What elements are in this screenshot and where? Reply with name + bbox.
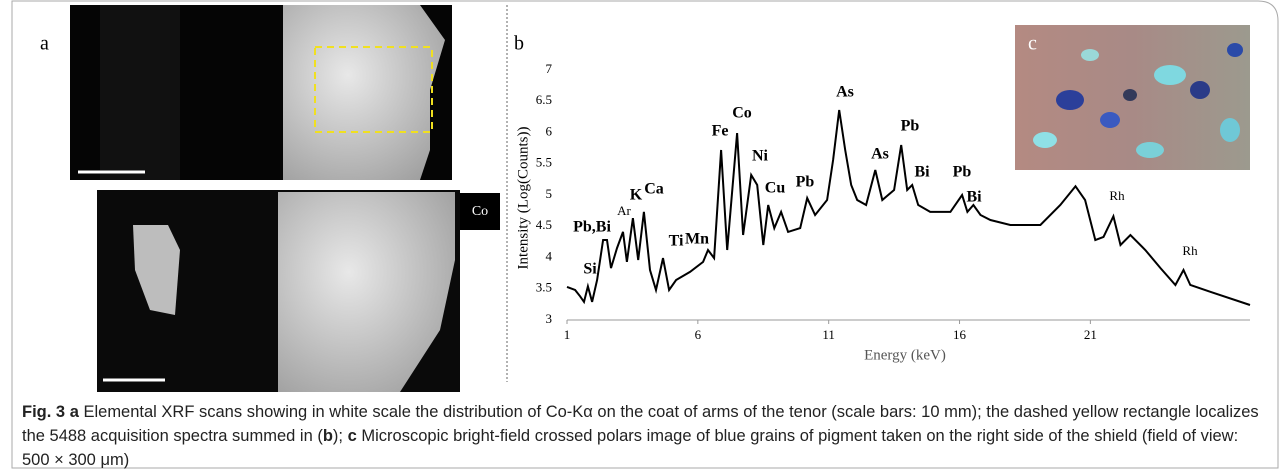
peak-label: Pb [796, 174, 815, 191]
caption-part: Fig. 3 [22, 403, 65, 421]
peak-label: K [630, 187, 643, 204]
peak-label: Pb [953, 164, 972, 181]
peak-label: As [836, 84, 854, 101]
x-axis-label: Energy (keV) [864, 347, 946, 363]
y-tick-label: 5 [546, 186, 553, 201]
x-tick-label: 6 [695, 327, 702, 342]
peak-label: Ca [644, 181, 664, 198]
y-tick-label: 4 [546, 248, 553, 263]
x-tick-label: 21 [1084, 327, 1097, 342]
y-tick-label: 4.5 [536, 217, 552, 232]
y-tick-label: 3.5 [536, 280, 552, 295]
y-tick-label: 6 [546, 123, 553, 138]
figure: Co a b c 33.544.555.566.5716111621Energy… [0, 0, 1284, 470]
panel-label: c [1028, 33, 1037, 55]
y-tick-label: 7 [546, 61, 553, 76]
peak-label: Pb [901, 118, 920, 135]
element-label: Co [472, 204, 488, 219]
peak-label: Pb,Bi [573, 219, 611, 236]
peak-label: Si [583, 261, 597, 278]
peak-label: As [871, 146, 889, 163]
caption-part: a [70, 403, 79, 421]
y-tick-label: 6.5 [536, 92, 552, 107]
y-tick-label: 3 [546, 311, 553, 326]
caption: Fig. 3 a Elemental XRF scans showing in … [22, 400, 1267, 472]
peak-label: Bi [966, 189, 982, 206]
peak-label: Bi [914, 164, 930, 181]
panel-label: a [40, 33, 49, 55]
peak-label: Fe [712, 123, 729, 140]
peak-label: Cu [765, 180, 786, 197]
x-tick-label: 11 [822, 327, 835, 342]
panel-label: b [514, 33, 524, 55]
peak-label: Rh [1109, 188, 1125, 203]
caption-part: ); [333, 427, 343, 445]
x-tick-label: 16 [953, 327, 967, 342]
caption-part: b [323, 427, 333, 445]
shield-region [283, 5, 445, 180]
y-axis-label: Intensity (Log(Counts)) [515, 127, 531, 270]
map-shade [100, 5, 180, 180]
x-tick-label: 1 [564, 327, 571, 342]
peak-label: Ti [669, 233, 684, 250]
peak-label: Ni [752, 148, 769, 165]
peak-label: Ar [617, 203, 631, 218]
peak-label: Rh [1182, 243, 1198, 258]
caption-part: c [348, 427, 357, 445]
y-tick-label: 5.5 [536, 155, 552, 170]
peak-label: Co [732, 105, 752, 122]
peak-label: Mn [685, 231, 709, 248]
